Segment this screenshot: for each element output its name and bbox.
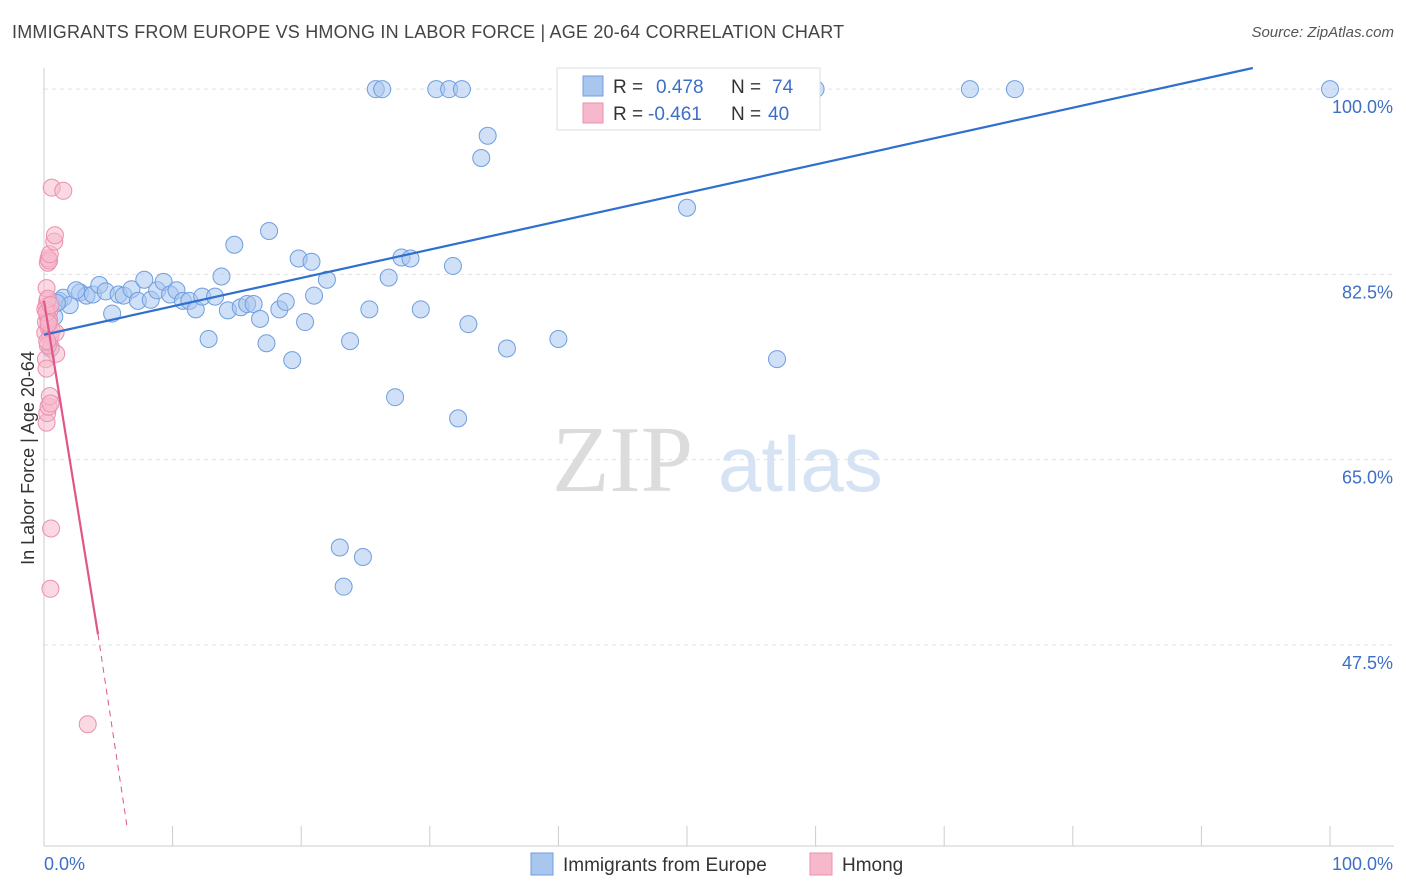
- data-point: [296, 313, 315, 332]
- data-point: [459, 315, 478, 334]
- trend-line-immigrants-from-europe: [43, 66, 1254, 336]
- chart-title: IMMIGRANTS FROM EUROPE VS HMONG IN LABOR…: [12, 22, 845, 42]
- data-point: [472, 148, 491, 167]
- data-point: [257, 334, 276, 353]
- data-point: [251, 309, 270, 328]
- data-point: [276, 292, 295, 311]
- bottom-legend-label-blue[interactable]: Immigrants from Europe: [563, 855, 767, 876]
- data-point: [305, 286, 324, 305]
- legend-r-value-blue: 0.478: [656, 77, 704, 98]
- trend-lines: [42, 66, 1254, 831]
- legend-swatch-pink: [582, 102, 604, 124]
- legend-n-value-blue: 74: [772, 77, 794, 98]
- legend-swatch-blue: [582, 75, 604, 97]
- legend-n-value-pink: 40: [768, 104, 789, 125]
- watermark: ZIP atlas: [552, 408, 883, 512]
- data-point: [960, 80, 979, 99]
- legend-r-value-pink: -0.461: [648, 104, 702, 125]
- y-tick-labels: 47.5% 65.0% 82.5% 100.0%: [1332, 97, 1393, 673]
- data-point: [54, 181, 73, 200]
- data-point: [678, 198, 696, 217]
- data-point: [443, 256, 462, 275]
- data-point: [41, 394, 60, 413]
- legend-n-label-pink: N =: [731, 104, 761, 125]
- data-point: [41, 579, 60, 598]
- data-point: [67, 281, 86, 300]
- data-point: [260, 222, 279, 241]
- data-point: [449, 409, 468, 428]
- data-point: [199, 329, 218, 348]
- data-point: [360, 300, 379, 319]
- data-point: [497, 339, 516, 358]
- data-point: [212, 267, 231, 286]
- data-point: [411, 300, 430, 319]
- data-point: [386, 388, 405, 407]
- x-tick-label-min: 0.0%: [44, 854, 85, 874]
- series-hmong: [36, 178, 97, 734]
- data-point: [225, 235, 244, 254]
- watermark-atlas: atlas: [718, 420, 883, 508]
- data-point: [478, 126, 497, 145]
- x-tick-label-max: 100.0%: [1332, 854, 1393, 874]
- y-tick-label: 82.5%: [1342, 282, 1393, 302]
- legend-n-label-blue: N =: [731, 77, 761, 98]
- data-point: [45, 226, 64, 245]
- bottom-legend-swatch-blue[interactable]: [530, 852, 554, 876]
- y-tick-label: 65.0%: [1342, 468, 1393, 488]
- y-axis-label: In Labor Force | Age 20-64: [18, 351, 38, 565]
- data-point: [379, 268, 398, 287]
- data-point: [330, 538, 349, 557]
- grid-lines: [44, 88, 1394, 646]
- data-point: [341, 332, 360, 351]
- legend-r-label-pink: R =: [613, 104, 643, 125]
- chart-source: Source: ZipAtlas.com: [1251, 24, 1394, 41]
- stats-legend: R = 0.478 N = 74 R = -0.461 N = 40: [556, 67, 821, 131]
- data-point: [334, 577, 353, 596]
- y-tick-label: 100.0%: [1332, 97, 1393, 117]
- data-point: [373, 80, 392, 99]
- watermark-zip: ZIP: [552, 408, 693, 512]
- legend-r-label-blue: R =: [613, 77, 643, 98]
- bottom-legend-label-pink[interactable]: Hmong: [842, 855, 903, 876]
- data-point: [42, 519, 61, 538]
- x-tick-marks: [43, 826, 1331, 846]
- data-point: [768, 350, 787, 369]
- data-point: [1005, 80, 1024, 99]
- data-point: [78, 715, 97, 734]
- y-tick-label: 47.5%: [1342, 653, 1393, 673]
- series-immigrants-from-europe: [41, 80, 1339, 596]
- series-legend: Immigrants from Europe Hmong: [530, 852, 903, 876]
- data-point: [452, 80, 471, 99]
- data-point: [37, 359, 56, 378]
- data-point: [353, 548, 372, 567]
- bottom-legend-swatch-pink[interactable]: [809, 852, 833, 876]
- data-point: [302, 252, 321, 271]
- axes: [43, 68, 1394, 847]
- data-point: [244, 295, 263, 314]
- trend-line-hmong: [42, 300, 100, 635]
- data-point: [1321, 80, 1339, 99]
- trend-line-hmong-extension: [97, 634, 129, 831]
- data-point: [135, 270, 154, 289]
- data-point: [283, 351, 302, 370]
- data-point: [549, 329, 568, 348]
